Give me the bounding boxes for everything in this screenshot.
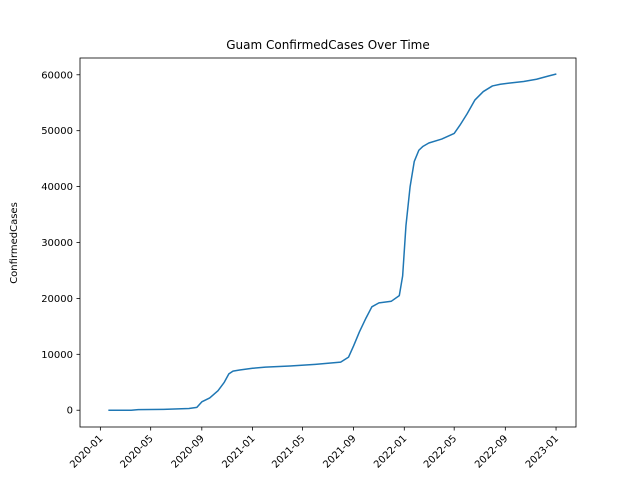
series-line-0 [108, 73, 557, 411]
y-axis-label: ConfirmedCases [9, 202, 20, 284]
y-tick-label-1: 10000 [41, 350, 73, 361]
y-tick-label-3: 30000 [41, 238, 73, 249]
y-tick-label-5: 50000 [41, 126, 73, 137]
y-tick-label-4: 40000 [41, 182, 73, 193]
chart-title: Guam ConfirmedCases Over Time [226, 38, 430, 52]
y-tick-label-0: 0 [67, 406, 73, 417]
y-tick-label-6: 60000 [41, 70, 73, 81]
y-tick-label-2: 20000 [41, 294, 73, 305]
